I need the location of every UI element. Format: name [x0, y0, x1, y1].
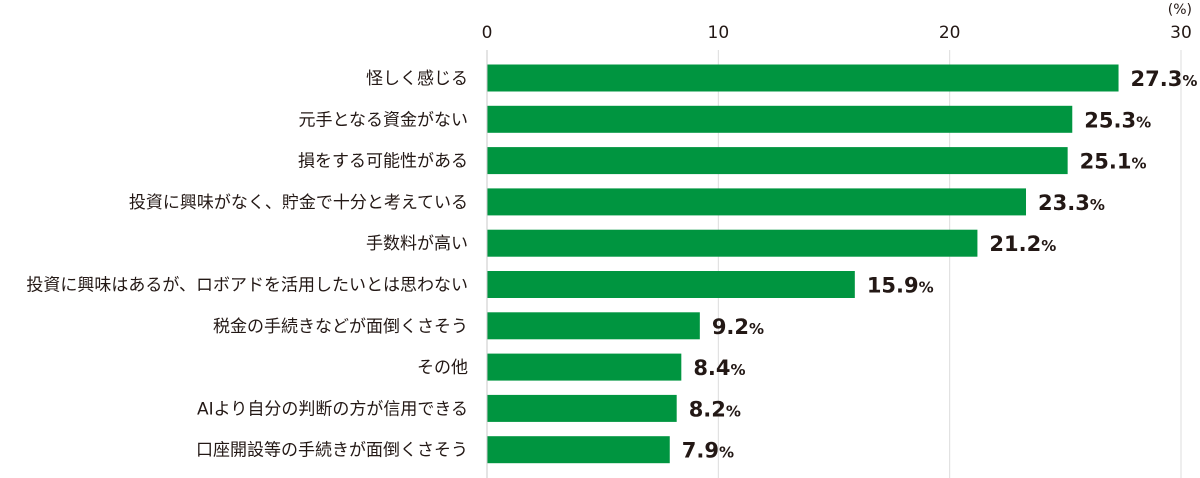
bar — [487, 394, 677, 422]
x-axis-ticks: 0 10 20 30 — [482, 23, 1192, 43]
category-label: 手数料が高い — [366, 234, 468, 254]
bar — [487, 64, 1119, 92]
x-tick-label: 20 — [939, 23, 961, 43]
bar — [487, 353, 682, 381]
data-label: 27.3% — [1131, 67, 1198, 91]
unit-label: (%) — [1168, 2, 1192, 18]
x-tick-label: 10 — [708, 23, 730, 43]
data-label: 25.1% — [1080, 150, 1147, 174]
data-label: 8.2% — [689, 397, 741, 421]
bar — [487, 436, 670, 464]
category-label: 元手となる資金がない — [299, 110, 469, 130]
bars: 怪しく感じる 27.3% 元手となる資金がない 25.3% 損をする可能性がある 25.1… — [26, 64, 1198, 464]
category-label: 損をする可能性がある — [298, 152, 468, 172]
data-label: 9.2% — [712, 315, 764, 339]
bar — [487, 188, 1027, 216]
data-label: 7.9% — [682, 439, 734, 463]
data-label: 25.3% — [1084, 108, 1151, 132]
bar — [487, 312, 700, 340]
category-label: その他 — [417, 358, 468, 378]
bar — [487, 229, 978, 257]
data-label: 8.4% — [693, 356, 745, 380]
bar — [487, 271, 855, 298]
category-label: 怪しく感じる — [366, 69, 468, 89]
bar — [487, 147, 1068, 175]
x-tick-label: 0 — [482, 23, 493, 43]
category-label: 税金の手続きなどが面倒くさそう — [213, 317, 468, 337]
category-label: 口座開設等の手続きが面倒くさそう — [196, 441, 468, 461]
x-tick-label: 30 — [1170, 23, 1192, 43]
category-label: AIより自分の判断の方が信用できる — [197, 399, 468, 419]
data-label: 21.2% — [989, 232, 1056, 256]
bar — [487, 105, 1073, 133]
data-label: 15.9% — [867, 274, 934, 298]
category-label: 投資に興味がなく、貯金で十分と考えている — [129, 193, 468, 213]
category-label: 投資に興味はあるが、ロボアドを活用したいとは思わない — [26, 276, 468, 296]
data-label: 23.3% — [1038, 191, 1105, 215]
